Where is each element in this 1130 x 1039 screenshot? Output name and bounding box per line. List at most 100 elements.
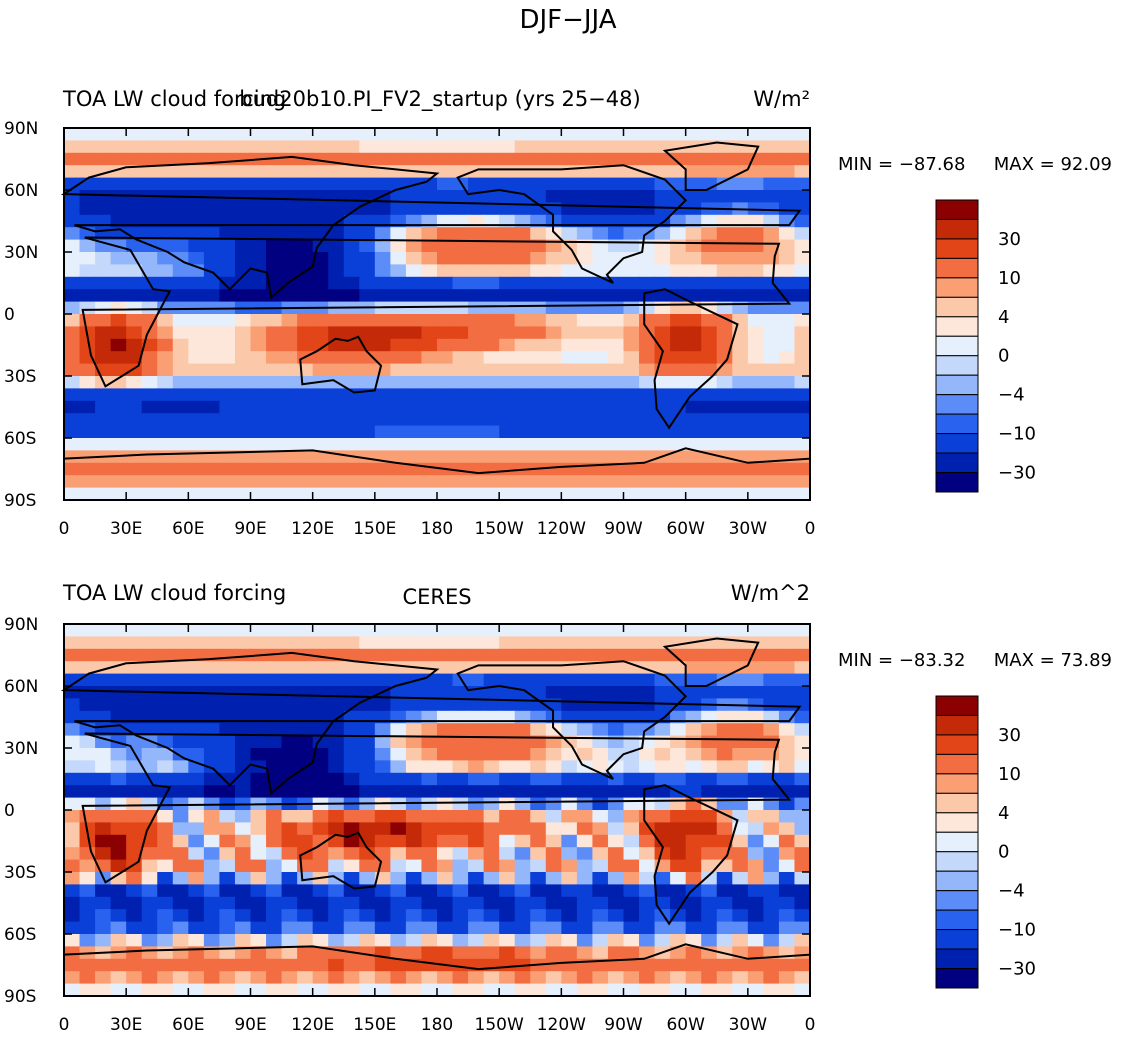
field-cell	[95, 686, 112, 699]
field-cell	[203, 252, 221, 265]
field-cell	[110, 896, 127, 910]
field-cell	[701, 909, 718, 923]
field-cell	[732, 760, 749, 774]
field-cell	[234, 909, 252, 923]
colorbar-box	[935, 695, 979, 716]
field-cell	[312, 822, 329, 836]
field-cell	[654, 351, 671, 365]
x-tick-label: 180	[421, 519, 453, 539]
field-cell	[716, 748, 733, 761]
field-cell	[499, 363, 516, 377]
field-cell	[607, 252, 625, 265]
field-cell	[437, 388, 454, 402]
field-cell	[219, 673, 236, 687]
field-cell	[250, 128, 267, 141]
field-cell	[592, 487, 609, 501]
field-cell	[203, 872, 221, 885]
field-cell	[343, 983, 360, 997]
field-cell	[732, 958, 749, 972]
field-cell	[234, 673, 252, 687]
field-cell	[312, 438, 329, 451]
field-cell	[670, 227, 687, 241]
field-cell	[592, 648, 609, 662]
field-cell	[654, 847, 671, 861]
field-cell	[499, 252, 516, 265]
field-cell	[157, 438, 174, 451]
field-cell	[639, 301, 656, 315]
field-cell	[483, 152, 500, 166]
field-cell	[654, 748, 671, 761]
field-cell	[778, 686, 796, 699]
field-cell	[592, 785, 609, 799]
field-cell	[172, 760, 189, 774]
field-cell	[374, 413, 391, 427]
field-cell	[514, 983, 531, 997]
field-cell	[514, 128, 531, 141]
field-cell	[701, 413, 718, 427]
field-cell	[328, 326, 345, 340]
field-cell	[545, 400, 562, 414]
field-cell	[126, 400, 143, 414]
field-cell	[607, 859, 625, 873]
colorbar-box	[935, 355, 979, 376]
field-cell	[623, 686, 640, 699]
field-cell	[141, 624, 158, 637]
field-cell	[592, 872, 609, 885]
field-cell	[639, 140, 656, 154]
field-cell	[607, 810, 625, 823]
field-cell	[281, 958, 298, 972]
field-cell	[266, 140, 283, 154]
field-cell	[64, 239, 81, 253]
field-cell	[592, 971, 609, 985]
field-cell	[390, 289, 407, 303]
field-cell	[157, 314, 174, 327]
field-cell	[499, 338, 516, 352]
x-tick-label: 120E	[291, 519, 334, 539]
field-cell	[607, 190, 625, 203]
field-cell	[172, 227, 189, 241]
field-cell	[421, 648, 438, 662]
field-cell	[794, 425, 811, 439]
field-cell	[79, 202, 96, 216]
field-cell	[312, 363, 329, 377]
field-cell	[250, 202, 267, 216]
field-cell	[452, 847, 469, 861]
field-cell	[126, 388, 143, 402]
field-cell	[141, 673, 158, 687]
field-cell	[343, 661, 360, 675]
field-cell	[172, 834, 189, 848]
field-cell	[576, 946, 594, 960]
field-cell	[126, 958, 143, 972]
field-cell	[530, 227, 547, 241]
field-cell	[623, 785, 640, 799]
field-cell	[343, 165, 360, 179]
field-cell	[359, 326, 376, 340]
field-cell	[157, 276, 174, 290]
field-cell	[79, 896, 96, 910]
field-cell	[794, 177, 811, 191]
field-cell	[421, 276, 438, 290]
field-cell	[421, 810, 438, 823]
field-cell	[639, 983, 656, 997]
field-cell	[530, 190, 547, 203]
field-cell	[514, 276, 531, 290]
field-cell	[126, 338, 143, 352]
field-cell	[452, 971, 469, 985]
field-cell	[607, 475, 625, 489]
field-cell	[110, 152, 127, 166]
field-cell	[250, 748, 267, 761]
field-cell	[405, 822, 423, 836]
field-cell	[514, 934, 531, 947]
colorbar-label: 0	[998, 842, 1009, 863]
field-cell	[172, 636, 189, 650]
field-cell	[390, 859, 407, 873]
field-cell	[732, 810, 749, 823]
field-cell	[172, 276, 189, 290]
field-cell	[343, 673, 360, 687]
field-cell	[576, 723, 594, 737]
field-cell	[592, 425, 609, 439]
field-cell	[654, 884, 671, 898]
colorbar-box	[935, 890, 979, 911]
field-cell	[421, 772, 438, 786]
field-cell	[390, 388, 407, 402]
